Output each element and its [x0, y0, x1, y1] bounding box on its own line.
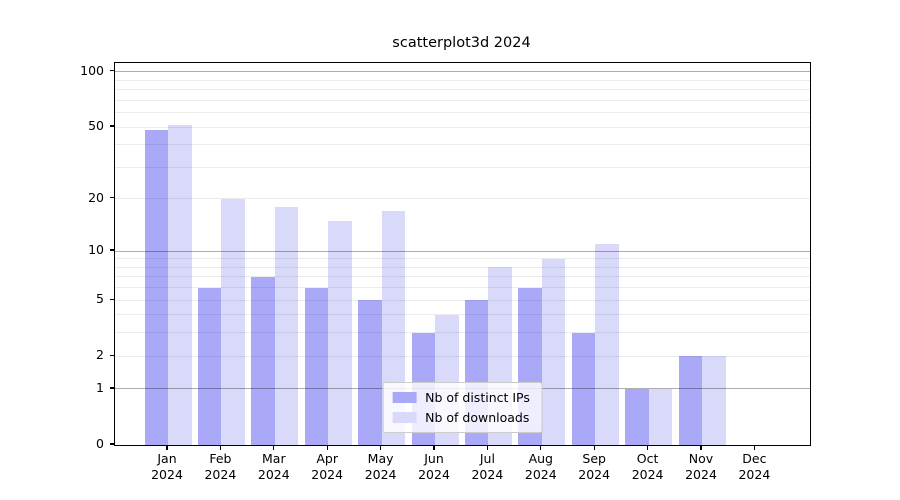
- gridline-y-3: [115, 332, 810, 334]
- y-tick-label-50: 50: [88, 118, 104, 134]
- legend-swatch-distinct-ips: [392, 392, 417, 403]
- y-tick-label-10: 10: [88, 242, 104, 258]
- bar-distinct-ips-feb: [197, 287, 222, 445]
- y-tick-label-2: 2: [96, 347, 104, 363]
- x-tick-label-nov: Nov 2024: [685, 451, 717, 482]
- gridline-y-20: [115, 198, 810, 200]
- x-tick-mar: [273, 445, 275, 450]
- y-tick-20: [109, 197, 114, 199]
- x-tick-label-oct: Oct 2024: [631, 451, 664, 482]
- bar-downloads-feb: [221, 198, 245, 445]
- bar-distinct-ips-may: [358, 300, 382, 445]
- bar-distinct-ips-apr: [304, 287, 329, 445]
- x-tick-oct: [647, 445, 649, 450]
- gridline-y-5: [115, 299, 810, 301]
- gridline-y-60: [115, 112, 810, 114]
- x-tick-label-feb: Feb 2024: [204, 451, 237, 482]
- bar-downloads-oct: [648, 388, 673, 445]
- gridline-y-7: [115, 276, 810, 278]
- x-tick-jul: [486, 445, 488, 450]
- x-tick-label-sep: Sep 2024: [578, 451, 611, 482]
- legend-label-distinct-ips: Nb of distinct IPs: [425, 390, 530, 405]
- gridline-y-70: [115, 99, 810, 101]
- gridline-y-9: [115, 258, 810, 260]
- y-tick-label-20: 20: [88, 189, 104, 205]
- y-tick-label-1: 1: [96, 379, 104, 395]
- y-tick-label-5: 5: [96, 291, 104, 307]
- bar-distinct-ips-mar: [251, 276, 275, 445]
- y-tick-label-100: 100: [80, 62, 104, 78]
- x-tick-label-jun: Jun 2024: [418, 451, 450, 482]
- x-tick-label-dec: Dec 2024: [738, 451, 771, 482]
- x-tick-label-apr: Apr 2024: [311, 451, 344, 482]
- legend-label-downloads: Nb of downloads: [425, 410, 530, 425]
- bar-downloads-sep: [595, 244, 619, 445]
- gridline-y-4: [115, 314, 810, 316]
- legend-item-distinct-ips: Nb of distinct IPs: [392, 390, 530, 405]
- x-tick-may: [380, 445, 382, 450]
- gridline-y-100: [115, 71, 810, 73]
- gridline-y-8: [115, 266, 810, 268]
- x-tick-jan: [166, 445, 168, 450]
- gridline-y-80: [115, 89, 810, 91]
- gridline-y-6: [115, 287, 810, 289]
- x-tick-jun: [433, 445, 435, 450]
- y-tick-label-0: 0: [96, 436, 104, 451]
- x-tick-label-jan: Jan 2024: [151, 451, 183, 482]
- bar-downloads-mar: [274, 206, 299, 445]
- y-tick-5: [109, 298, 114, 300]
- y-tick-100: [109, 70, 114, 72]
- x-tick-nov: [700, 445, 702, 450]
- x-tick-label-jul: Jul 2024: [471, 451, 504, 482]
- y-tick-10: [109, 249, 114, 251]
- bar-distinct-ips-oct: [625, 388, 649, 445]
- x-tick-feb: [219, 445, 221, 450]
- legend: Nb of distinct IPs Nb of downloads: [382, 382, 543, 433]
- x-tick-label-mar: Mar 2024: [257, 451, 290, 482]
- bar-downloads-jan: [168, 125, 192, 445]
- bar-downloads-aug: [541, 258, 566, 445]
- bar-distinct-ips-nov: [678, 356, 702, 445]
- gridline-y-90: [115, 79, 810, 81]
- x-tick-apr: [326, 445, 328, 450]
- legend-swatch-downloads: [392, 412, 417, 423]
- bar-downloads-nov: [702, 356, 726, 445]
- y-tick-2: [109, 354, 114, 356]
- chart-title: scatterplot3d 2024: [392, 35, 531, 51]
- y-tick-50: [109, 125, 114, 127]
- bar-downloads-apr: [328, 220, 352, 445]
- gridline-y-40: [115, 144, 810, 146]
- x-tick-dec: [753, 445, 755, 450]
- x-tick-label-may: May 2024: [364, 451, 397, 482]
- gridline-y-2: [115, 355, 810, 357]
- x-tick-label-aug: Aug 2024: [524, 451, 557, 482]
- y-tick-0: [109, 443, 114, 445]
- gridline-y-30: [115, 166, 810, 168]
- bar-distinct-ips-sep: [571, 332, 596, 445]
- plot-area: Nb of distinct IPs Nb of downloads: [114, 62, 811, 446]
- gridline-y-10: [115, 250, 810, 252]
- x-tick-sep: [593, 445, 595, 450]
- legend-item-downloads: Nb of downloads: [392, 410, 530, 425]
- gridline-y-50: [115, 126, 810, 128]
- x-tick-aug: [540, 445, 542, 450]
- y-tick-1: [109, 387, 114, 389]
- bar-distinct-ips-jan: [144, 130, 168, 445]
